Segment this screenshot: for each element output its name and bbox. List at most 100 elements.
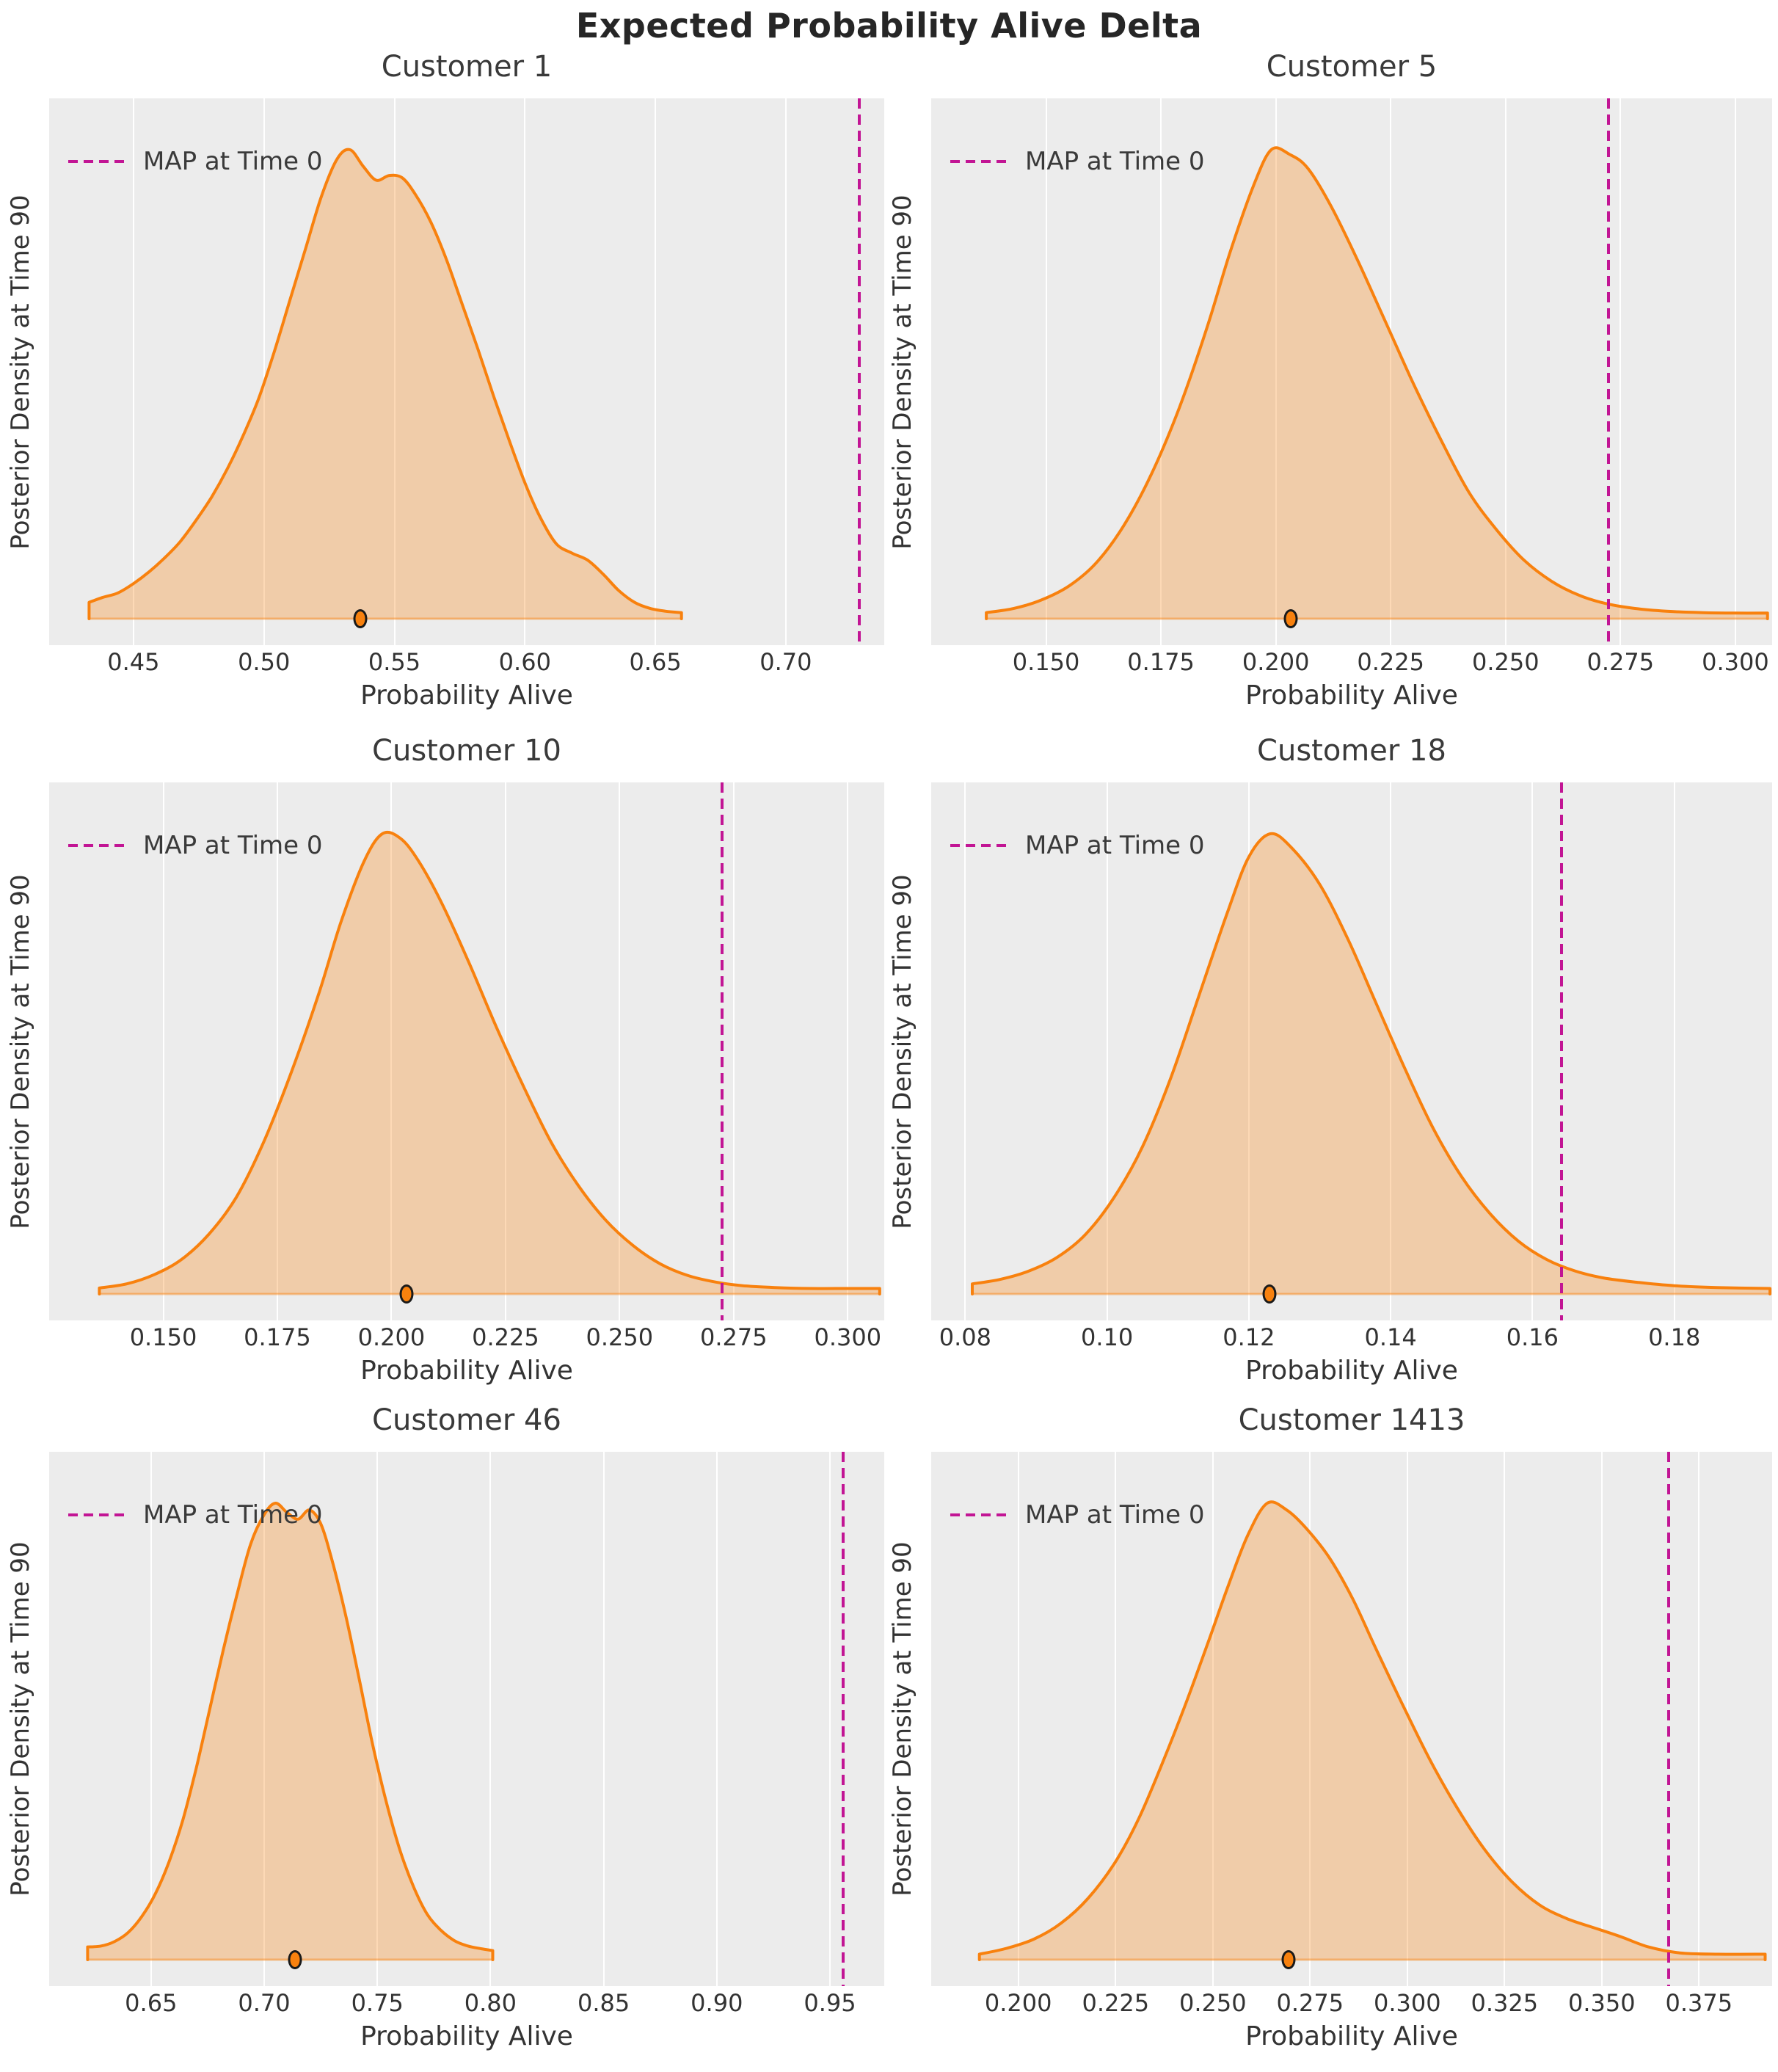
map-line [841, 1452, 845, 1986]
gridline [1619, 98, 1622, 645]
kde-curve [971, 832, 1772, 1295]
x-tick-label: 0.16 [1506, 1323, 1559, 1351]
x-tick-label: 0.300 [1702, 648, 1769, 676]
x-tick-label: 0.75 [351, 1989, 404, 2017]
kde-fill [99, 832, 880, 1294]
gridline [1045, 98, 1047, 645]
plot-area-customer-5: MAP at Time 0 [931, 98, 1772, 645]
map-line-legend-sample-icon [68, 844, 127, 847]
x-tick-label: 0.300 [814, 1323, 882, 1351]
x-tick-label: 0.175 [244, 1323, 311, 1351]
figure-title: Expected Probability Alive Delta [575, 6, 1203, 46]
x-axis-label: Probability Alive [360, 680, 573, 710]
x-tick-label: 0.350 [1567, 1989, 1636, 2017]
gridline [847, 782, 849, 1320]
gridline [1247, 782, 1250, 1320]
gridline [1600, 1452, 1603, 1986]
legend: MAP at Time 0 [68, 147, 323, 176]
expected-value-dot [1281, 1950, 1296, 1969]
x-tick-label: 0.225 [472, 1323, 539, 1351]
x-tick-label: 0.175 [1127, 648, 1195, 676]
kde-fill [972, 833, 1771, 1294]
kde-curve [87, 148, 683, 620]
gridline [263, 98, 265, 645]
gridline [504, 782, 506, 1320]
gridline [964, 782, 966, 1320]
plot-area-customer-1: MAP at Time 0 [49, 98, 884, 645]
x-tick-label: 0.14 [1364, 1323, 1417, 1351]
map-line-legend-sample-icon [68, 1513, 127, 1516]
legend: MAP at Time 0 [950, 1500, 1205, 1530]
x-tick-label: 0.70 [238, 1989, 291, 2017]
kde-svg [985, 146, 1769, 620]
expected-value-dot [353, 609, 368, 628]
x-tick-label: 0.45 [107, 648, 160, 676]
x-axis-label: Probability Alive [1245, 2021, 1458, 2051]
x-tick-label: 0.50 [238, 648, 291, 676]
gridline [132, 98, 134, 645]
legend: MAP at Time 0 [68, 831, 323, 860]
x-tick-label: 0.90 [691, 1989, 743, 2017]
kde-svg [87, 148, 683, 620]
x-tick-label: 0.250 [1178, 1989, 1247, 2017]
gridline [829, 1452, 831, 1986]
x-tick-label: 0.85 [577, 1989, 630, 2017]
gridline [732, 782, 735, 1320]
map-line-legend-sample-icon [950, 1513, 1009, 1516]
gridline [393, 98, 396, 645]
gridline [263, 1452, 265, 1986]
legend: MAP at Time 0 [68, 1500, 323, 1530]
x-tick-label: 0.12 [1223, 1323, 1275, 1351]
gridline [390, 782, 393, 1320]
gridline [655, 98, 657, 645]
gridline [1017, 1452, 1019, 1986]
expected-value-dot [1283, 609, 1298, 628]
x-tick-label: 0.150 [1012, 648, 1080, 676]
y-axis-label: Posterior Density at Time 90 [6, 1541, 35, 1897]
kde-curve [86, 1502, 495, 1961]
gridline [1504, 98, 1506, 645]
legend-label: MAP at Time 0 [143, 147, 323, 176]
legend: MAP at Time 0 [950, 147, 1205, 176]
gridline [715, 1452, 718, 1986]
plot-area-customer-18: MAP at Time 0 [931, 782, 1772, 1320]
x-tick-label: 0.70 [759, 648, 812, 676]
kde-svg [971, 832, 1772, 1295]
gridline [1115, 1452, 1117, 1986]
kde-fill [986, 148, 1768, 619]
x-axis-label: Probability Alive [360, 2021, 573, 2051]
kde-fill [979, 1502, 1766, 1960]
subplot-title-customer-18: Customer 18 [1257, 734, 1446, 768]
x-tick-label: 0.200 [357, 1323, 426, 1351]
map-line [720, 782, 724, 1320]
subplot-title-customer-5: Customer 5 [1266, 50, 1438, 84]
x-tick-label: 0.275 [699, 1323, 768, 1351]
gridline [602, 1452, 605, 1986]
gridline [1160, 98, 1162, 645]
y-axis-label: Posterior Density at Time 90 [888, 1541, 917, 1897]
map-line-legend-sample-icon [950, 160, 1009, 163]
y-axis-label: Posterior Density at Time 90 [6, 873, 35, 1229]
plot-area-customer-10: MAP at Time 0 [49, 782, 884, 1320]
gridline [1531, 782, 1534, 1320]
x-tick-label: 0.65 [629, 648, 682, 676]
subplot-title-customer-46: Customer 46 [372, 1403, 561, 1437]
gridline [376, 1452, 379, 1986]
plot-area-customer-1413: MAP at Time 0 [931, 1452, 1772, 1986]
kde-svg [86, 1502, 495, 1961]
x-tick-label: 0.275 [1276, 1989, 1344, 2017]
x-tick-label: 0.375 [1665, 1989, 1733, 2017]
x-tick-label: 0.150 [129, 1323, 197, 1351]
y-axis-label: Posterior Density at Time 90 [888, 873, 917, 1229]
gridline [489, 1452, 492, 1986]
kde-curve [977, 1500, 1767, 1961]
expected-value-dot [1262, 1284, 1277, 1304]
kde-curve [98, 830, 881, 1295]
legend-label: MAP at Time 0 [1025, 1500, 1205, 1530]
x-tick-label: 0.95 [804, 1989, 856, 2017]
gridline [1673, 782, 1675, 1320]
legend-label: MAP at Time 0 [1025, 831, 1205, 860]
x-tick-label: 0.250 [586, 1323, 654, 1351]
gridline [1275, 98, 1277, 645]
gridline [524, 98, 526, 645]
